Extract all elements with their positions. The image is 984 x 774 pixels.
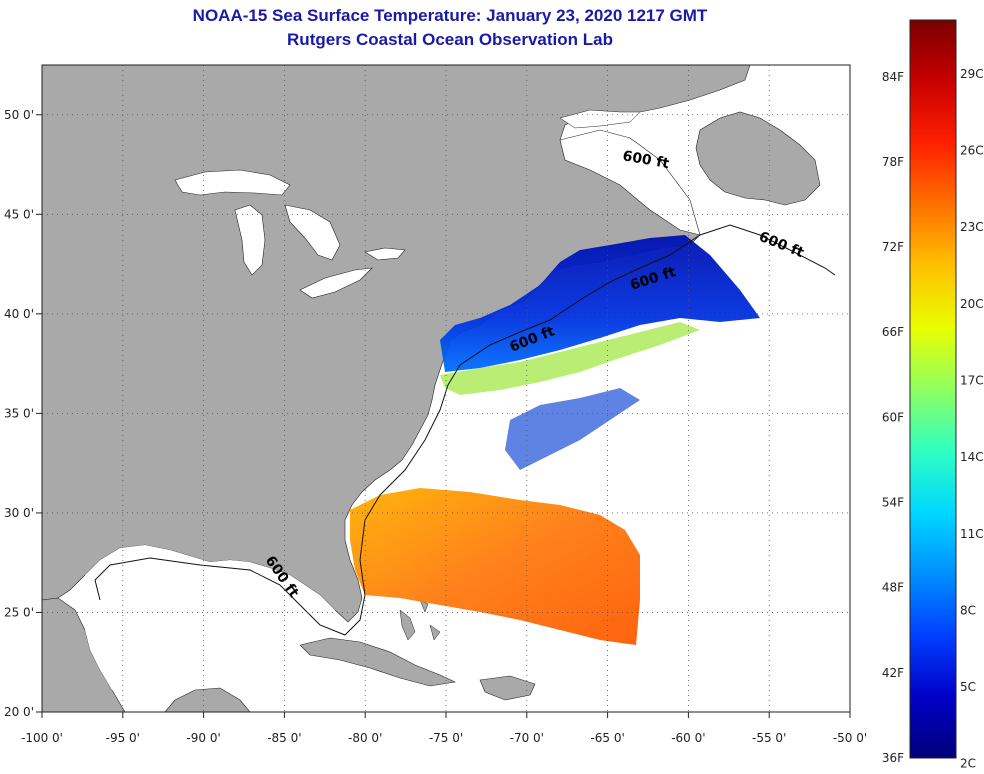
title: NOAA-15 Sea Surface Temperature: January…: [192, 6, 708, 25]
sst-mid-band: [440, 322, 700, 395]
yucatan-land: [164, 687, 251, 712]
colorbar-scale: [909, 19, 957, 759]
colorbar-celsius-label: 8C: [960, 603, 976, 617]
colorbar-fahrenheit-label: 72F: [882, 240, 904, 254]
colorbar-fahrenheit-label: 54F: [882, 496, 904, 510]
lat-tick-label: 45 0': [4, 207, 34, 221]
sst-mid-ocean: [505, 388, 640, 470]
lon-tick-label: -75 0': [429, 731, 463, 745]
gulf-of-st-lawrence: [559, 129, 701, 236]
colorbar-fahrenheit-label: 84F: [882, 70, 904, 84]
colorbar-celsius-label: 14C: [960, 450, 984, 464]
colorbar-fahrenheit-label: 42F: [882, 666, 904, 680]
lon-tick-label: -70 0': [510, 731, 544, 745]
lake-michigan: [234, 204, 266, 276]
lon-tick-label: -60 0': [671, 731, 705, 745]
colorbar-fahrenheit-label: 66F: [882, 325, 904, 339]
colorbar-celsius-label: 11C: [960, 527, 984, 541]
colorbar-celsius-label: 29C: [960, 67, 984, 81]
colorbar-fahrenheit-label: 60F: [882, 410, 904, 424]
colorbar-celsius-label: 17C: [960, 373, 984, 387]
sst-warm-region: [350, 488, 640, 645]
north-america-land: [42, 65, 751, 623]
lon-tick-label: -55 0': [752, 731, 786, 745]
lake-erie: [299, 267, 373, 299]
colorbar-fahrenheit-label: 78F: [882, 155, 904, 169]
lon-tick-label: -50 0': [833, 731, 867, 745]
lake-superior: [174, 169, 291, 196]
lon-tick-label: -95 0': [106, 731, 140, 745]
colorbar-fahrenheit-label: 36F: [882, 751, 904, 765]
lat-tick-label: 25 0': [4, 605, 34, 619]
colorbar-celsius-label: 5C: [960, 680, 976, 694]
hispaniola-land: [479, 675, 536, 701]
cuba-land: [299, 637, 457, 687]
lon-tick-label: -90 0': [186, 731, 220, 745]
lat-tick-label: 35 0': [4, 406, 34, 420]
sst-cold-region: [440, 235, 760, 372]
lat-tick-label: 50 0': [4, 108, 34, 122]
lake-huron: [284, 204, 341, 261]
colorbar-celsius-label: 2C: [960, 757, 976, 770]
gulf-of-mexico: [85, 545, 335, 700]
colorbar-celsius-label: 20C: [960, 297, 984, 311]
james-bay: [559, 109, 641, 129]
lat-tick-label: 30 0': [4, 506, 34, 520]
colorbar-celsius-label: 26C: [960, 144, 984, 158]
lat-tick-label: 20 0': [4, 705, 34, 719]
colorbar-fahrenheit-label: 48F: [882, 581, 904, 595]
subtitle: Rutgers Coastal Ocean Observation Lab: [287, 30, 613, 49]
lon-tick-label: -100 0': [21, 731, 63, 745]
lat-tick-label: 40 0': [4, 307, 34, 321]
lon-tick-label: -85 0': [267, 731, 301, 745]
lake-ontario: [364, 247, 406, 261]
lon-tick-label: -80 0': [348, 731, 382, 745]
newfoundland-land: [695, 111, 821, 206]
colorbar-celsius-label: 23C: [960, 220, 984, 234]
lon-tick-label: -65 0': [590, 731, 624, 745]
shelf-contour-line: [94, 224, 836, 636]
